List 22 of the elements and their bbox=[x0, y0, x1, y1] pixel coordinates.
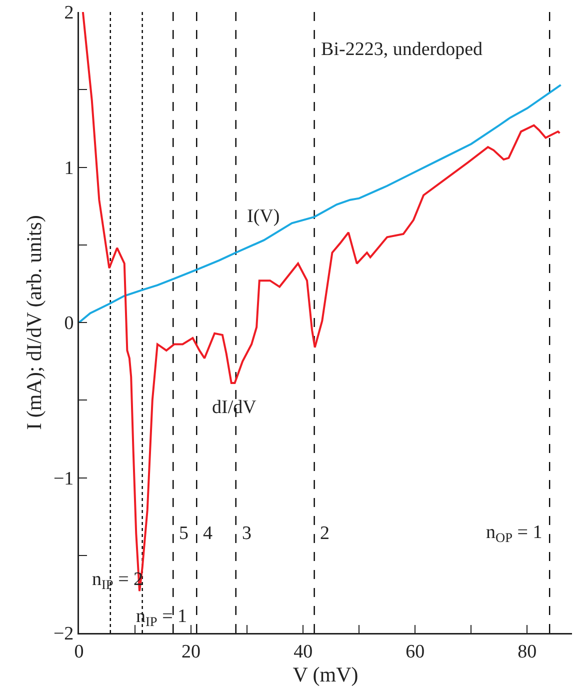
y-tick-label: −2 bbox=[53, 624, 74, 645]
line-series bbox=[82, 12, 561, 592]
y-tick-label: −1 bbox=[53, 468, 74, 490]
annotation: n$_{IP}$ = 1 bbox=[136, 606, 188, 629]
x-tick-label: 20 bbox=[182, 641, 201, 662]
text: Bi-2223, underdoped bbox=[321, 38, 484, 60]
annotation: 5 bbox=[179, 523, 188, 544]
annotation: 2 bbox=[320, 523, 330, 544]
series-label: dI/dV bbox=[212, 397, 257, 418]
x-tick-label: 60 bbox=[406, 641, 425, 662]
x-tick-label: 40 bbox=[294, 641, 313, 662]
x-axis-title: V (mV) bbox=[292, 662, 358, 686]
annotation: 3 bbox=[242, 523, 252, 544]
annotation: n$_{OP}$ = 1 bbox=[486, 522, 542, 545]
y-tick-label: 0 bbox=[64, 313, 74, 334]
line-series bbox=[79, 84, 562, 324]
series-label: I(V) bbox=[247, 206, 280, 227]
y-axis-title: I (mA); dI/dV (arb. units) bbox=[22, 215, 46, 430]
y-tick-label: 2 bbox=[64, 2, 74, 24]
annotation: 4 bbox=[203, 523, 213, 544]
x-tick-label: 80 bbox=[518, 641, 537, 662]
y-tick-label: 1 bbox=[64, 158, 74, 179]
